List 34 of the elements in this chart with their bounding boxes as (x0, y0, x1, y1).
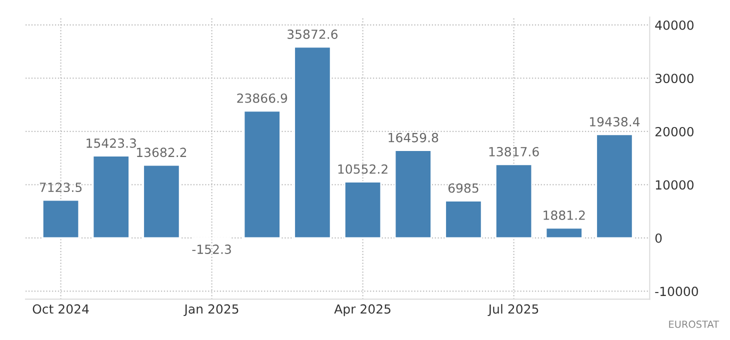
text: EUROSTAT (669, 320, 720, 328)
bar (596, 134, 634, 239)
data-label: 13682.2 (136, 148, 186, 158)
bar (344, 181, 382, 239)
x-tick-label: Jan 2025 (184, 304, 238, 316)
x-tick-label: Apr 2025 (334, 304, 390, 316)
bar (545, 227, 583, 239)
bar (92, 155, 130, 239)
y-tick-label: 30000 (656, 74, 694, 84)
data-label: 6985 (448, 183, 478, 193)
data-label: 23866.9 (237, 93, 288, 103)
bar (394, 150, 432, 239)
data-label: 19438.4 (590, 117, 640, 126)
data-label: 7123.5 (40, 182, 82, 192)
bar (494, 164, 533, 239)
y-tick-label: 20000 (655, 126, 694, 136)
data-label: 16459.8 (388, 132, 438, 142)
x-tick-label: Oct 2024 (32, 304, 89, 314)
y-tick-label: -10000 (655, 286, 698, 296)
data-label: 1881.2 (544, 210, 585, 220)
y-tick-label: 40000 (655, 20, 694, 30)
y-tick-label: 0 (655, 233, 662, 243)
x-tick-label: Jul 2025 (488, 304, 538, 316)
y-tick-label: 10000 (656, 180, 694, 190)
data-label: 35872.6 (288, 30, 338, 39)
data-label: 13817.6 (489, 146, 539, 156)
bar (243, 110, 281, 239)
data-label: 10552.2 (338, 164, 388, 174)
data-label: 15423.3 (86, 138, 136, 148)
bar (142, 164, 180, 239)
bar (42, 199, 80, 239)
bar (444, 200, 482, 239)
bar (294, 46, 332, 239)
data-label: -152.3 (192, 244, 231, 254)
